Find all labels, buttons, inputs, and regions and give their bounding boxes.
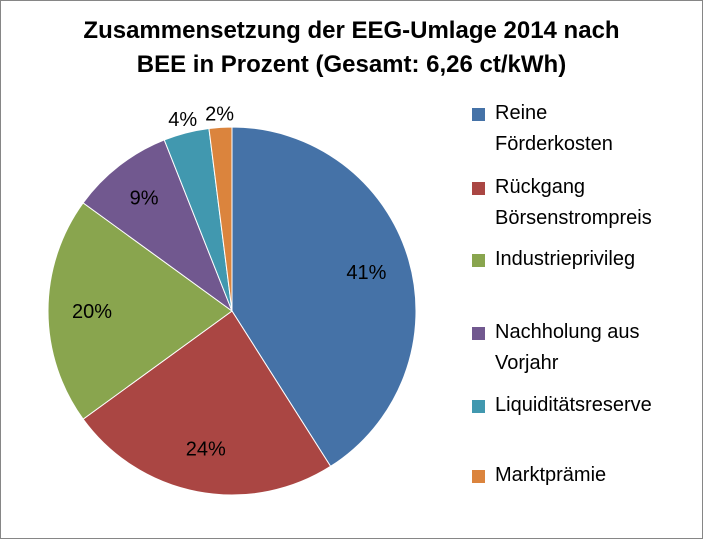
legend-label-2: Industrieprivileg	[495, 244, 635, 275]
legend-label-line: Reine	[495, 102, 548, 124]
legend-label-3: Nachholung aus Vorjahr	[495, 317, 640, 379]
pie-slice-5	[208, 126, 233, 312]
chart-title-line-2: BEE in Prozent (Gesamt: 6,26 ct/kWh)	[136, 51, 567, 78]
legend-label-line: Marktprämie	[495, 464, 607, 486]
legend-label-line: Vorjahr	[495, 352, 559, 374]
legend-swatch-2	[472, 254, 485, 267]
pie-slice-1	[82, 310, 332, 496]
legend-label-line: Nachholung aus	[495, 321, 640, 343]
legend-swatch-3	[472, 327, 485, 340]
legend-label-line: Liquiditätsreserve	[495, 394, 652, 416]
pie-slice-2	[47, 202, 233, 420]
legend-label-4: Liquiditätsreserve	[495, 390, 652, 421]
slice-data-label-4: 4%	[168, 109, 197, 131]
legend-swatch-1	[472, 182, 485, 195]
slice-data-label-2: 20%	[72, 301, 112, 323]
legend-swatch-5	[472, 470, 485, 483]
legend-swatch-4	[472, 400, 485, 413]
legend-label-5: Marktprämie	[495, 460, 606, 491]
legend-label-line: Förderkosten	[495, 133, 613, 155]
chart-title-line-1: Zusammensetzung der EEG-Umlage 2014 nach	[83, 17, 620, 44]
legend-label-line: Börsenstrompreis	[495, 207, 652, 229]
slice-data-label-5: 2%	[205, 103, 234, 125]
slice-data-label-1: 24%	[186, 439, 226, 461]
pie-slice-3	[82, 139, 234, 313]
legend-label-line: Rückgang	[495, 176, 586, 198]
chart-title: Zusammensetzung der EEG-Umlage 2014 nach…	[0, 14, 703, 82]
legend-label-line: Industrieprivileg	[495, 248, 636, 270]
slice-data-label-0: 41%	[346, 262, 386, 284]
pie-slice-0	[231, 126, 417, 468]
legend-label-1: Rückgang Börsenstrompreis	[495, 172, 652, 234]
slice-data-label-3: 9%	[130, 188, 159, 210]
legend-label-0: Reine Förderkosten	[495, 98, 613, 160]
legend-swatch-0	[472, 108, 485, 121]
